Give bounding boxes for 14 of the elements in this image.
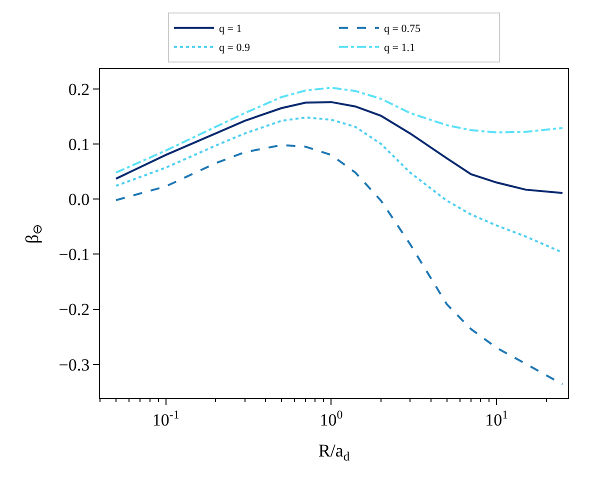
y-tick-label: −0.1 bbox=[58, 245, 90, 264]
x-tick-label: 10$^{-1}$ bbox=[152, 407, 180, 430]
x-tick-label: 10$^{0}$ bbox=[320, 407, 343, 430]
y-tick-label: −0.2 bbox=[58, 300, 90, 320]
legend-label: q = 0.75 bbox=[384, 23, 421, 36]
y-tick-label: 0.2 bbox=[68, 80, 90, 99]
legend-label: q = 1 bbox=[219, 23, 242, 36]
x-axis-title: R/a$_{d}$ bbox=[318, 440, 350, 464]
legend-label: q = 0.9 bbox=[219, 42, 250, 54]
legend-label: q = 1.1 bbox=[384, 42, 415, 54]
y-tick-label: 0.0 bbox=[68, 190, 90, 210]
y-tick-label: 0.1 bbox=[68, 134, 90, 154]
x-tick-label: 10$^{1}$ bbox=[485, 407, 508, 430]
y-tick-label: −0.3 bbox=[58, 355, 90, 374]
